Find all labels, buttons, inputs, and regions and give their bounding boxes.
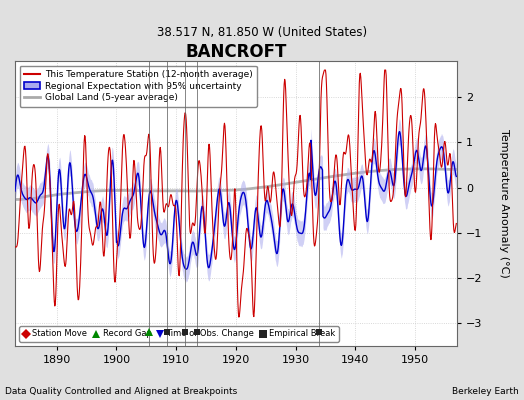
Title: BANCROFT: BANCROFT bbox=[185, 43, 287, 61]
Text: 38.517 N, 81.850 W (United States): 38.517 N, 81.850 W (United States) bbox=[157, 26, 367, 39]
Text: Data Quality Controlled and Aligned at Breakpoints: Data Quality Controlled and Aligned at B… bbox=[5, 387, 237, 396]
Legend: Station Move, Record Gap, Time of Obs. Change, Empirical Break: Station Move, Record Gap, Time of Obs. C… bbox=[19, 326, 339, 342]
Text: Berkeley Earth: Berkeley Earth bbox=[452, 387, 519, 396]
Y-axis label: Temperature Anomaly (°C): Temperature Anomaly (°C) bbox=[499, 129, 509, 278]
